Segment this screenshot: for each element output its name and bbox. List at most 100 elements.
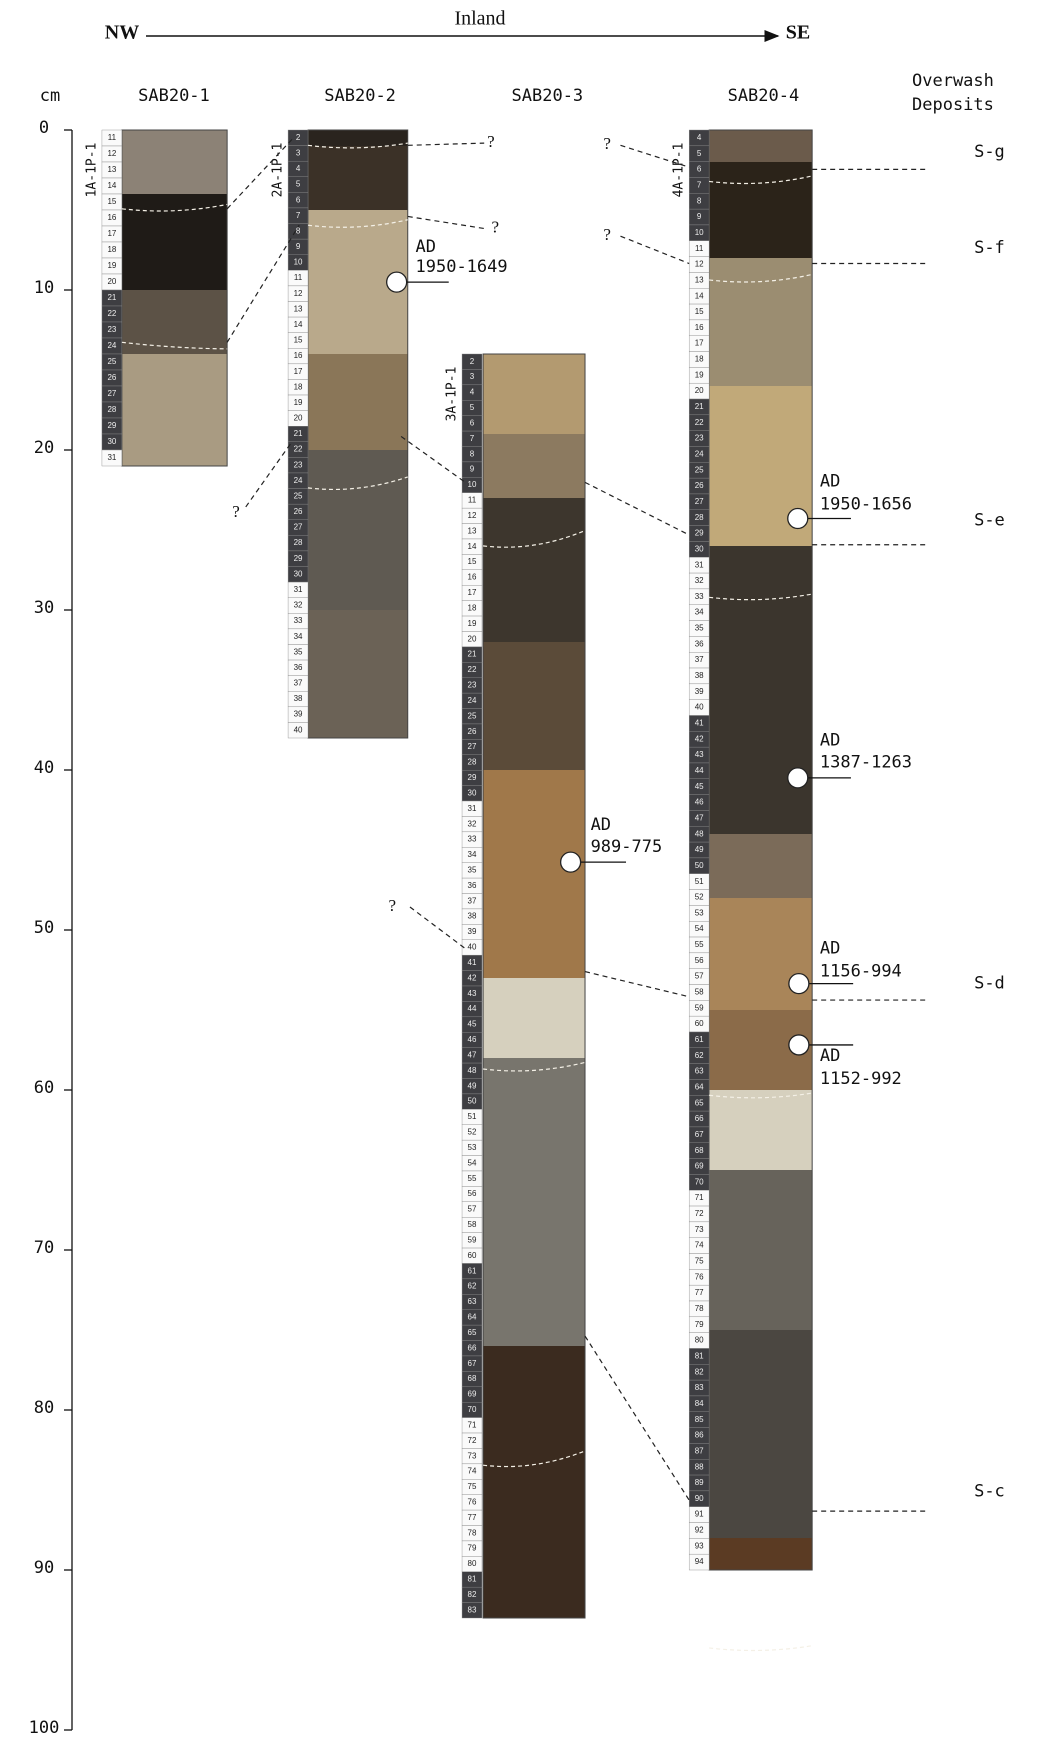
scale-label: 62	[468, 1282, 477, 1291]
scale-label: 41	[695, 719, 704, 728]
scale-label: 6	[697, 165, 702, 174]
scale-label: 20	[107, 277, 116, 286]
scale-label: 4	[697, 133, 702, 142]
axis-tick-label: 50	[34, 918, 54, 938]
scale-label: 71	[468, 1420, 477, 1429]
scale-label: 5	[697, 149, 702, 158]
scale-label: 17	[468, 588, 477, 597]
scale-label: 24	[468, 696, 477, 705]
scale-label: 52	[695, 893, 704, 902]
scale-label: 64	[468, 1313, 477, 1322]
scale-label: 40	[294, 725, 303, 734]
scale-label: 39	[695, 687, 704, 696]
scale-label: 79	[695, 1320, 704, 1329]
sediment-layer	[483, 354, 585, 434]
scale-label: 18	[107, 245, 116, 254]
date-sample	[789, 974, 809, 994]
correlation-line	[401, 436, 465, 482]
deposits-heading: Deposits	[912, 95, 994, 115]
scale-label: 21	[468, 650, 477, 659]
scale-label: 86	[695, 1431, 704, 1440]
scale-label: 25	[468, 711, 477, 720]
sediment-layer	[122, 354, 227, 466]
scale-label: 70	[468, 1405, 477, 1414]
scale-label: 18	[695, 355, 704, 364]
scale-label: 8	[296, 226, 301, 235]
scale-label: 65	[695, 1098, 704, 1107]
scale-label: 43	[468, 989, 477, 998]
scale-label: 57	[695, 972, 704, 981]
scale-label: 57	[468, 1205, 477, 1214]
sediment-layer	[483, 1058, 585, 1346]
scale-label: 50	[468, 1097, 477, 1106]
scale-label: 10	[468, 480, 477, 489]
deposits-heading: Overwash	[912, 71, 994, 91]
date-prefix: AD	[820, 471, 840, 491]
scale-label: 73	[468, 1451, 477, 1460]
scale-label: 85	[695, 1415, 704, 1424]
scale-label: 11	[108, 133, 117, 142]
scale-label: 74	[468, 1467, 477, 1476]
scale-label: 7	[697, 180, 702, 189]
sediment-layer	[483, 978, 585, 1058]
scale-label: 62	[695, 1051, 704, 1060]
date-range: 1387-1263	[820, 753, 912, 773]
date-range: 1156-994	[820, 962, 902, 982]
scale-label: 69	[695, 1162, 704, 1171]
scale-label: 51	[468, 1112, 477, 1121]
sediment-layer	[709, 1538, 812, 1570]
date-sample	[789, 1035, 809, 1055]
sediment-layer	[308, 354, 408, 450]
scale-label: 76	[695, 1272, 704, 1281]
core-name: SAB20-1	[138, 86, 210, 106]
scale-label: 2	[470, 357, 475, 366]
scale-label: 36	[695, 639, 704, 648]
axis-tick-label: 90	[34, 1558, 54, 1578]
correlation-line	[410, 907, 465, 949]
scale-label: 84	[695, 1399, 704, 1408]
correlation-line	[408, 216, 484, 228]
scale-label: 46	[695, 798, 704, 807]
scale-label: 15	[695, 307, 704, 316]
sediment-layer	[122, 194, 227, 290]
scale-label: 20	[695, 386, 704, 395]
scale-label: 65	[468, 1328, 477, 1337]
scale-label: 47	[695, 813, 704, 822]
scale-label: 53	[468, 1143, 477, 1152]
scale-label: 40	[695, 703, 704, 712]
scale-label: 26	[107, 373, 116, 382]
scale-label: 21	[294, 429, 303, 438]
scale-label: 31	[695, 560, 704, 569]
scale-label: 23	[294, 460, 303, 469]
scale-label: 36	[294, 663, 303, 672]
scale-label: 19	[695, 370, 704, 379]
scale-label: 13	[107, 165, 116, 174]
scale-label: 81	[695, 1351, 704, 1360]
scale-label: 35	[468, 865, 477, 874]
correlation-line	[244, 444, 291, 510]
axis-tick-label: 40	[34, 758, 54, 778]
core-section: 4A-1P-1	[672, 143, 687, 198]
scale-label: 75	[468, 1482, 477, 1491]
scale-label: 5	[470, 403, 475, 412]
uncertain-marker: ?	[603, 134, 611, 153]
scale-label: 32	[468, 819, 477, 828]
axis-tick-label: 20	[34, 438, 54, 458]
scale-label: 74	[695, 1241, 704, 1250]
scale-label: 69	[468, 1390, 477, 1399]
scale-label: 16	[695, 323, 704, 332]
scale-label: 28	[695, 513, 704, 522]
sediment-layer	[308, 130, 408, 146]
scale-label: 9	[470, 465, 475, 474]
sediment-layer	[483, 642, 585, 770]
scale-label: 15	[107, 197, 116, 206]
scale-label: 45	[695, 782, 704, 791]
correlation-line	[585, 482, 689, 535]
correlation-line	[585, 1336, 689, 1500]
scale-label: 29	[294, 554, 303, 563]
figure: NW Inland SE cm Overwash Deposits 010203…	[0, 0, 1053, 1742]
scale-label: 46	[468, 1035, 477, 1044]
scale-label: 27	[107, 389, 116, 398]
scale-label: 83	[695, 1383, 704, 1392]
sediment-layer	[122, 130, 227, 194]
